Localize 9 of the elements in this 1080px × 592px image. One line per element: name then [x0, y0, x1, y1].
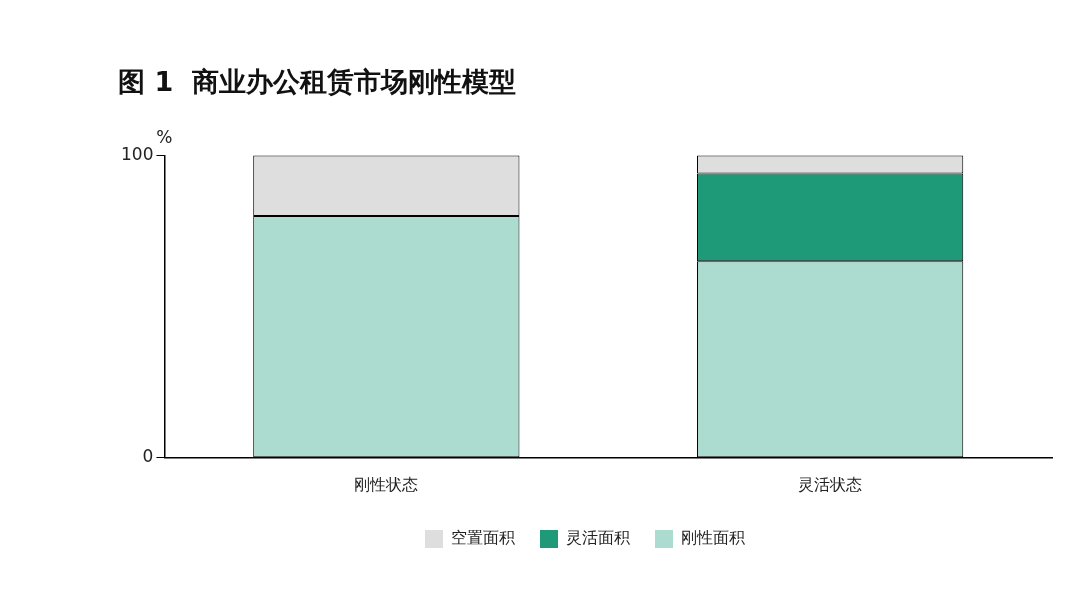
x-tick-label: 刚性状态: [354, 474, 419, 494]
legend-label: 灵活面积: [566, 528, 630, 548]
y-tick-label: 0: [142, 446, 154, 467]
x-tick-label: 灵活状态: [798, 474, 863, 494]
y-axis-title: %: [156, 127, 173, 148]
chart-title: 图 1 商业办公租赁市场刚性模型: [118, 66, 516, 98]
legend-label: 刚性面积: [681, 528, 745, 548]
y-tick-label: 100: [120, 143, 154, 164]
legend-label: 空置面积: [451, 528, 515, 548]
